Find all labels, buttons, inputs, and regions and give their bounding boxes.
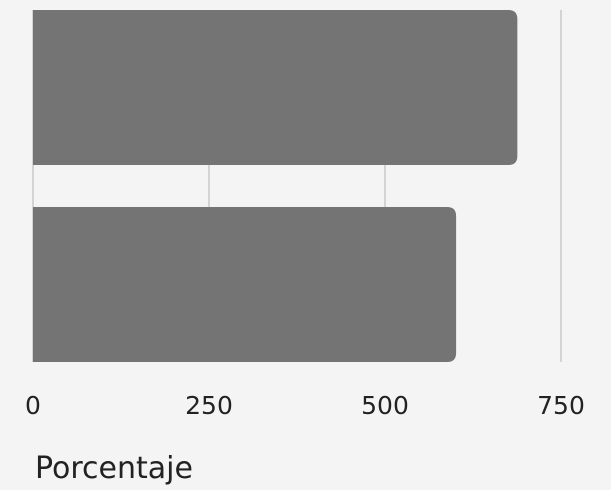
x-tick-label-3: 750	[537, 391, 585, 420]
bars	[33, 10, 518, 362]
bar-1	[33, 207, 457, 362]
x-tick-label-0: 0	[25, 391, 41, 420]
x-tick-label-2: 500	[361, 391, 409, 420]
x-axis-title: Porcentaje	[35, 451, 193, 486]
x-tick-label-1: 250	[185, 391, 233, 420]
bar-0	[33, 10, 518, 165]
x-axis-ticks: 0 250 500 750	[25, 391, 585, 420]
